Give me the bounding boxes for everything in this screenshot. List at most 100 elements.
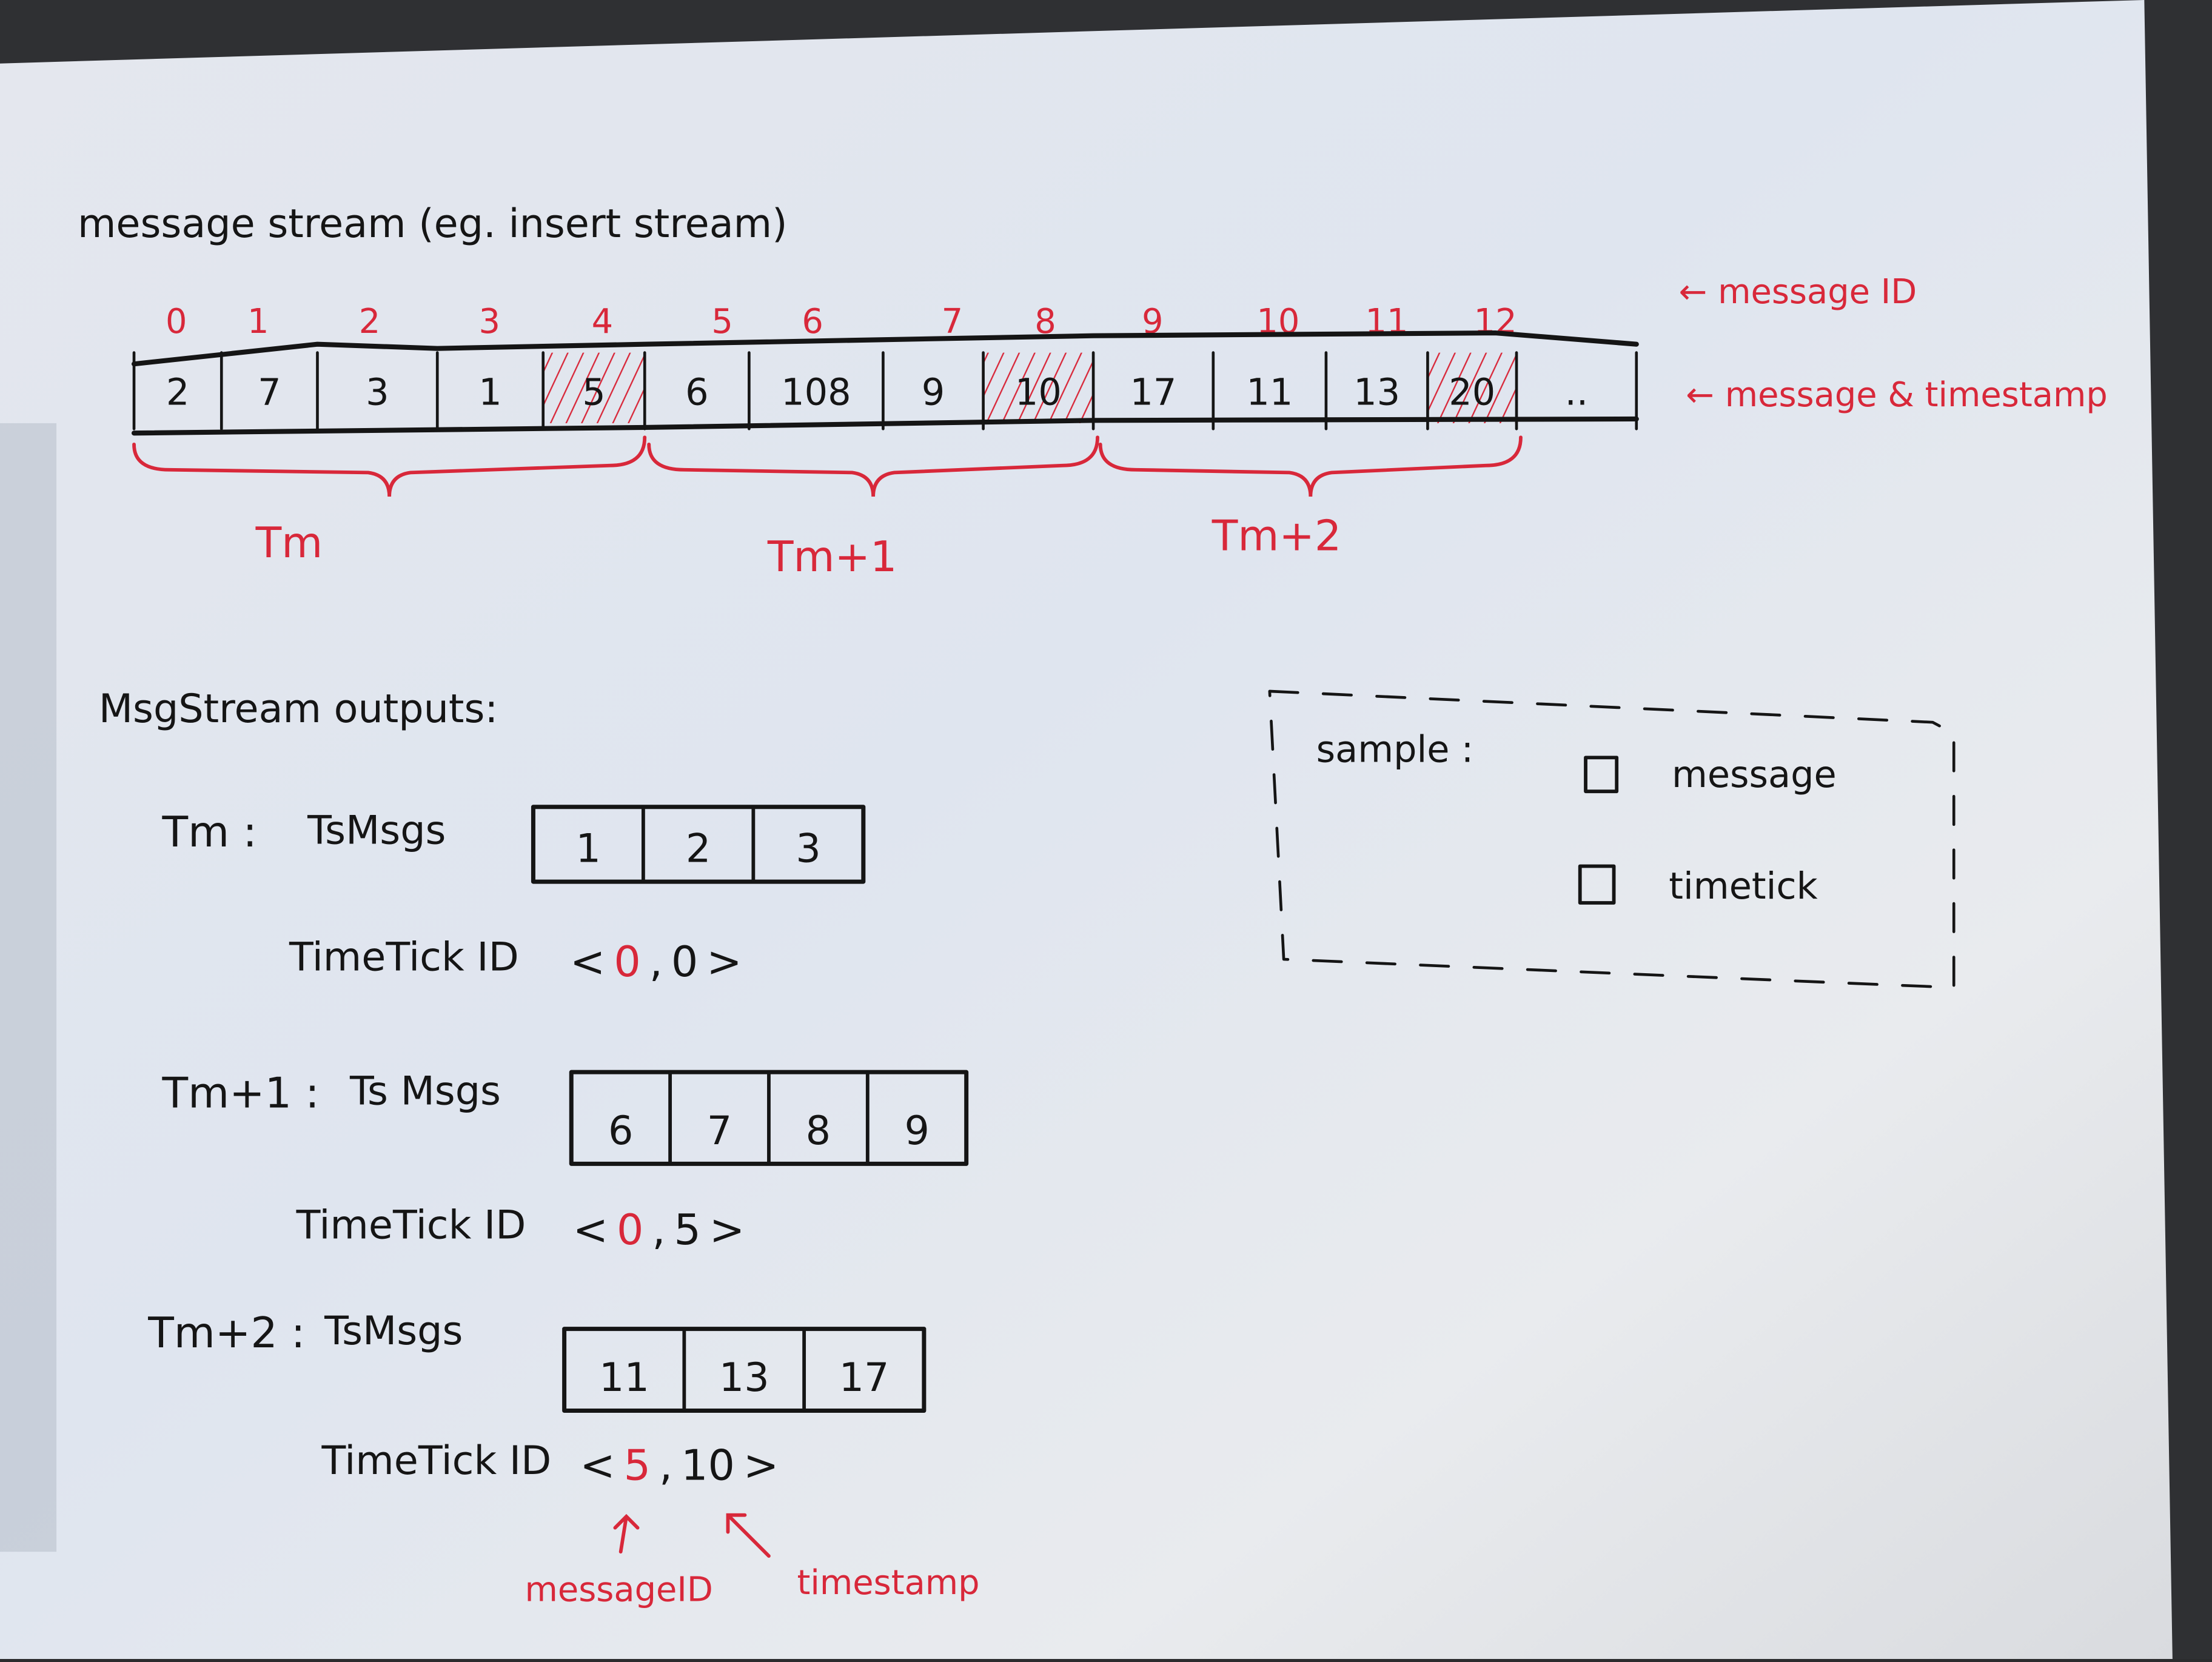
message-id: 7 xyxy=(942,302,964,341)
timetick-cell: 5 xyxy=(543,352,645,423)
message-id: 6 xyxy=(802,302,823,341)
cell-value: 3 xyxy=(366,372,389,414)
period-label: Tm xyxy=(255,518,323,568)
output-group: Tm+1 : Ts Msgs 6 7 8 9 TimeTick ID <0, 5 > xyxy=(162,1068,969,1255)
message-id-annotation: messageID xyxy=(525,1570,712,1610)
tsmsg-value: 8 xyxy=(806,1108,831,1154)
period-label: Tm+1 xyxy=(767,532,897,581)
tsmsgs-box xyxy=(562,1327,927,1413)
tsmsg-value: 13 xyxy=(719,1355,769,1401)
message-cell: .. xyxy=(1565,372,1588,414)
period-brace xyxy=(1098,435,1523,497)
timetick-ts-part: 0 xyxy=(671,937,698,987)
timetick-id-value: <0, 5 > xyxy=(573,1205,745,1255)
timetick-hatched-square-icon xyxy=(1578,864,1616,905)
timetick-ts-part: 10 xyxy=(681,1441,735,1490)
cell-value: 13 xyxy=(1353,372,1400,414)
message-id: 1 xyxy=(247,302,269,341)
tsmsgs-label: TsMsgs xyxy=(324,1308,463,1354)
period-label: Tm+1 : xyxy=(162,1068,320,1117)
message-cell: 13 xyxy=(1353,372,1400,414)
hatch-fill xyxy=(983,352,1094,423)
legend-dashed-border xyxy=(1268,689,1956,989)
outputs-heading: MsgStream outputs: xyxy=(99,686,498,732)
tsmsg-value: 11 xyxy=(599,1355,649,1401)
message-id: 5 xyxy=(711,302,733,341)
message-stream-strip: 2 7 3 1 5 6 108 9 10 17 11 13 20.. xyxy=(131,330,1639,436)
period-label: Tm+2 : xyxy=(147,1308,305,1358)
timetick-close-part: > xyxy=(709,1205,745,1255)
cell-value: 1 xyxy=(478,372,501,414)
arrow-up-icon xyxy=(613,1513,640,1554)
cell-value: 11 xyxy=(1246,372,1293,414)
message-cell: 108 xyxy=(781,372,851,414)
cell-value: 10 xyxy=(1015,372,1062,414)
period-brace xyxy=(647,435,1099,497)
timetick-cell: 10 xyxy=(983,352,1094,423)
timetick-id-label: TimeTick ID xyxy=(296,1203,526,1248)
message-id: 2 xyxy=(359,302,381,341)
timetick-close-part: > xyxy=(743,1441,779,1490)
legend-item-timetick: timetick xyxy=(1669,865,1817,908)
period-braces: Tm Tm+1 Tm+2 xyxy=(132,435,1523,581)
timetick-id-label: TimeTick ID xyxy=(321,1438,551,1484)
message-id: 4 xyxy=(592,302,614,341)
timestamp-annotation: timestamp xyxy=(797,1563,979,1603)
tsmsg-value: 1 xyxy=(575,826,600,872)
cell-value: 5 xyxy=(582,372,605,414)
annotation-arrows: messageID timestamp xyxy=(525,1513,980,1610)
strip-top-edge xyxy=(131,330,1639,367)
tsmsgs-label: TsMsgs xyxy=(307,808,446,853)
cell-value: .. xyxy=(1565,372,1588,414)
message-id: 0 xyxy=(166,302,187,341)
message-id: 3 xyxy=(479,302,501,341)
cell-value: 6 xyxy=(685,372,708,414)
message-id-row: 0 1 2 3 4 5 6 7 8 9 10 11 12 xyxy=(166,302,1517,341)
timetick-ts-part: 5 xyxy=(674,1205,701,1255)
message-square-icon xyxy=(1584,756,1619,794)
period-brace xyxy=(132,435,647,497)
tsmsg-value: 17 xyxy=(839,1355,890,1401)
tsmsgs-label: Ts Msgs xyxy=(349,1069,501,1114)
cell-value: 20 xyxy=(1449,372,1495,414)
hatch-fill xyxy=(1427,352,1517,423)
tsmsg-value: 6 xyxy=(608,1108,633,1154)
timetick-open-part: < xyxy=(580,1441,615,1490)
message-cell: 7 xyxy=(258,372,281,414)
period-label: Tm+2 xyxy=(1212,511,1341,560)
timetick-open-part: < xyxy=(570,937,605,987)
timetick-cell: 20 xyxy=(1427,352,1517,423)
tsmsg-value: 7 xyxy=(707,1108,732,1154)
message-timestamp-label: ← message & timestamp xyxy=(1686,375,2108,415)
message-cell: 3 xyxy=(366,372,389,414)
strip-bottom-edge xyxy=(131,416,1639,436)
message-id-label: ← message ID xyxy=(1679,272,1917,312)
message-cell: 1 xyxy=(478,372,501,414)
tsmsg-value: 3 xyxy=(796,826,820,872)
timetick-open-part: < xyxy=(573,1205,608,1255)
timetick-id-value: <5, 10 > xyxy=(580,1441,779,1490)
legend: sample : message timetick xyxy=(1268,689,1956,989)
timetick-sep-part: , xyxy=(652,1205,665,1255)
message-cell: 9 xyxy=(922,372,945,414)
cell-value: 17 xyxy=(1130,372,1176,414)
message-cell: 17 xyxy=(1130,372,1176,414)
message-cell: 6 xyxy=(685,372,708,414)
hatch-fill xyxy=(543,352,645,423)
timetick-id-part: 0 xyxy=(617,1205,643,1255)
period-label: Tm : xyxy=(162,808,257,857)
timetick-id-part: 5 xyxy=(624,1441,651,1490)
legend-item-message: message xyxy=(1672,754,1837,796)
timetick-id-part: 0 xyxy=(614,937,640,987)
message-cell: 2 xyxy=(166,372,189,414)
timetick-sep-part: , xyxy=(649,937,663,987)
tsmsg-value: 9 xyxy=(905,1108,930,1154)
tsmsg-value: 2 xyxy=(686,826,711,872)
timetick-sep-part: , xyxy=(659,1441,672,1490)
timetick-id-label: TimeTick ID xyxy=(289,935,519,980)
cell-value: 108 xyxy=(781,372,851,414)
